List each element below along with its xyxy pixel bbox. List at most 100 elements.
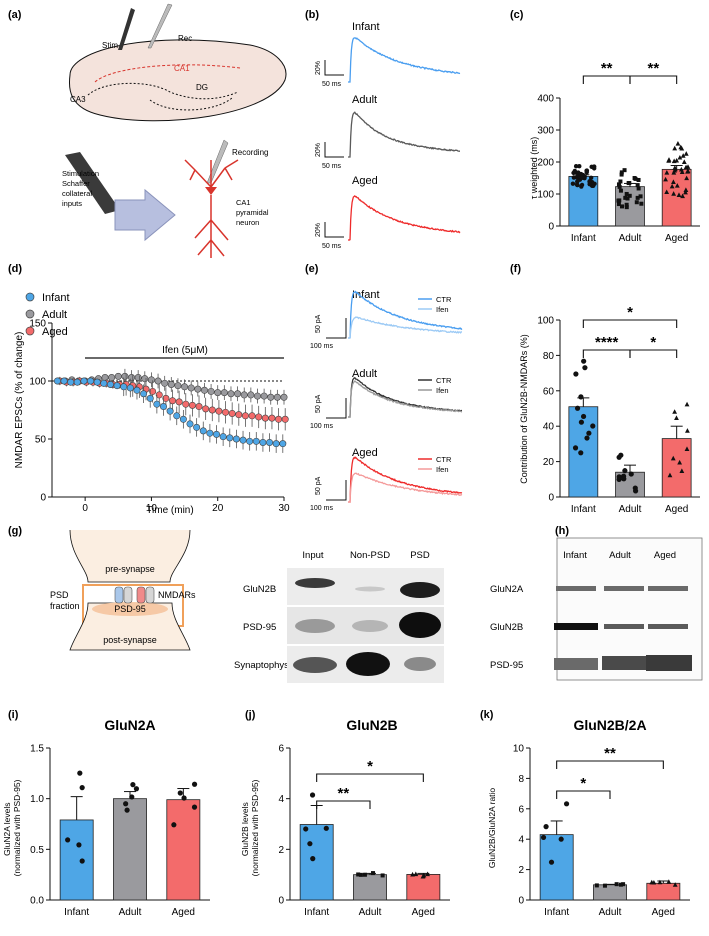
chart-f-point — [622, 468, 628, 474]
chart-c-point — [624, 191, 629, 196]
chart-d-point-adult — [121, 372, 129, 380]
chart-d-point-infant — [166, 407, 174, 415]
band-h-psd95-aged — [646, 655, 692, 671]
chart-d-point-adult — [161, 379, 169, 387]
chart-i-xtick-label-infant: Infant — [64, 907, 89, 918]
svg-text:Ifen: Ifen — [436, 465, 449, 474]
chart-c-point — [671, 179, 676, 184]
chart-c-point — [570, 181, 576, 186]
chart-d-point-infant — [100, 379, 108, 387]
chart-c-sig-label: ** — [601, 60, 613, 77]
chart-k-sig-bracket — [556, 790, 611, 799]
chart-c-point — [664, 170, 670, 175]
svg-text:20%: 20% — [315, 143, 322, 157]
chart-k-point — [618, 882, 623, 887]
rec-label: Rec — [178, 34, 192, 43]
chart-j-xtick-label-aged: Aged — [412, 907, 435, 918]
chart-d-ytick-label: 150 — [29, 319, 46, 330]
chart-d-point-adult — [194, 385, 202, 393]
chart-f-point — [580, 413, 587, 420]
chart-d-point-aged — [222, 408, 230, 416]
trace-e-adult-ifen — [348, 380, 463, 418]
chart-i-point — [133, 786, 140, 792]
chart-d-point-adult — [141, 375, 149, 383]
chart-d-point-aged — [162, 394, 170, 402]
chart-f-point — [621, 476, 627, 482]
chart-d-point-infant — [206, 429, 214, 437]
chart-d-point-infant — [179, 415, 187, 423]
chart-d-point-adult — [108, 374, 116, 382]
chart-d-point-aged — [149, 387, 157, 395]
band-g-glun2b-nonpsd — [355, 586, 385, 592]
chart-c: 0 100 200 300 400 Infant Adult Aged ** ** — [537, 60, 700, 244]
legend-e-infant: CTR Ifen — [418, 295, 452, 314]
chart-j-point — [309, 792, 316, 798]
scalebar-b-adult: 20% 50 ms — [315, 142, 344, 170]
panel-label-c: (c) — [510, 9, 524, 21]
chart-d-xtick-label: 30 — [278, 503, 290, 514]
svg-text:CTR: CTR — [436, 295, 452, 304]
psd-schematic: pre-synapse PSD-95 NMDARs PSD fraction p… — [50, 529, 196, 651]
chart-c-point — [575, 174, 580, 180]
chart-c-point — [584, 168, 589, 174]
svg-text:100 ms: 100 ms — [310, 343, 333, 350]
nmdar-icon-1 — [114, 586, 124, 604]
chart-d-point-adult — [154, 377, 162, 385]
chart-k-sig-bracket — [556, 760, 664, 769]
chart-k-point — [657, 879, 663, 885]
chart-d-point-infant — [120, 383, 128, 391]
chart-f-point — [578, 450, 584, 456]
chart-d-point-infant — [266, 438, 274, 446]
chart-c-point — [671, 170, 677, 175]
chart-c-point — [616, 198, 621, 203]
chart-i-ytick-label: 1.0 — [30, 794, 44, 805]
chart-k-ytick-label: 6 — [518, 804, 524, 815]
blot-h-row-glun2a: GluN2A — [490, 584, 524, 595]
chart-d-point-aged — [182, 400, 190, 408]
chart-d-xlabel: Time (min) — [146, 505, 193, 516]
blot-g-col-psd: PSD — [410, 550, 430, 561]
trace-b-label-adult: Adult — [352, 94, 377, 106]
band-g-psd95-nonpsd — [352, 620, 388, 632]
svg-text:50 pA: 50 pA — [315, 476, 322, 495]
chart-c-point — [627, 193, 632, 198]
svg-text:100 ms: 100 ms — [310, 505, 333, 512]
chart-d-point-adult — [240, 391, 248, 399]
chart-j-ytick-label: 0 — [278, 896, 284, 907]
panel-label-j: (j) — [245, 709, 256, 721]
svg-text:20%: 20% — [315, 223, 322, 237]
chart-c-point — [679, 169, 685, 175]
band-g-glun2b-input — [295, 578, 335, 588]
chart-c-point — [671, 191, 677, 196]
blot-h: Infant Adult Aged GluN2A GluN2B PSD-95 — [490, 537, 703, 681]
band-h-psd95-infant — [554, 658, 598, 670]
band-g-syn-psd — [404, 657, 436, 671]
schaffer-arrow-icon — [114, 188, 176, 242]
chart-f-point — [574, 405, 581, 411]
psd95-layer — [92, 602, 168, 616]
legend-marker-adult — [25, 309, 35, 319]
band-g-psd95-input — [295, 619, 335, 633]
chart-i-xtick-label-aged: Aged — [172, 907, 195, 918]
chart-d-point-infant — [186, 420, 194, 428]
chart-c-xtick-label-infant: Infant — [571, 233, 596, 244]
chart-c-point — [636, 177, 641, 182]
chart-f-point — [590, 423, 596, 429]
chart-c-point — [681, 159, 687, 165]
chart-d-ytick-label: 100 — [29, 377, 46, 388]
chart-i-ytick-label: 0.5 — [30, 845, 44, 856]
chart-f-point — [679, 468, 685, 473]
chart-k-point — [594, 883, 599, 888]
chart-d: 0 50 100 150 0 10 20 30 — [29, 319, 290, 515]
chart-d-point-infant — [126, 384, 134, 392]
chart-i-ytick-label: 0.0 — [30, 896, 44, 907]
chart-d-point-adult — [200, 386, 208, 394]
chart-d-point-aged — [255, 413, 263, 421]
chart-f-ytick-label: 80 — [543, 351, 555, 362]
chart-f-sig-label: * — [627, 304, 633, 321]
legend-e-adult: CTR Ifen — [418, 376, 452, 395]
chart-c-point — [589, 164, 594, 170]
chart-c-point — [664, 189, 670, 195]
panel-b-traces: Infant Adult Aged 20% 50 ms 20% 50 ms 20… — [315, 21, 461, 250]
chart-j-point — [362, 872, 367, 877]
